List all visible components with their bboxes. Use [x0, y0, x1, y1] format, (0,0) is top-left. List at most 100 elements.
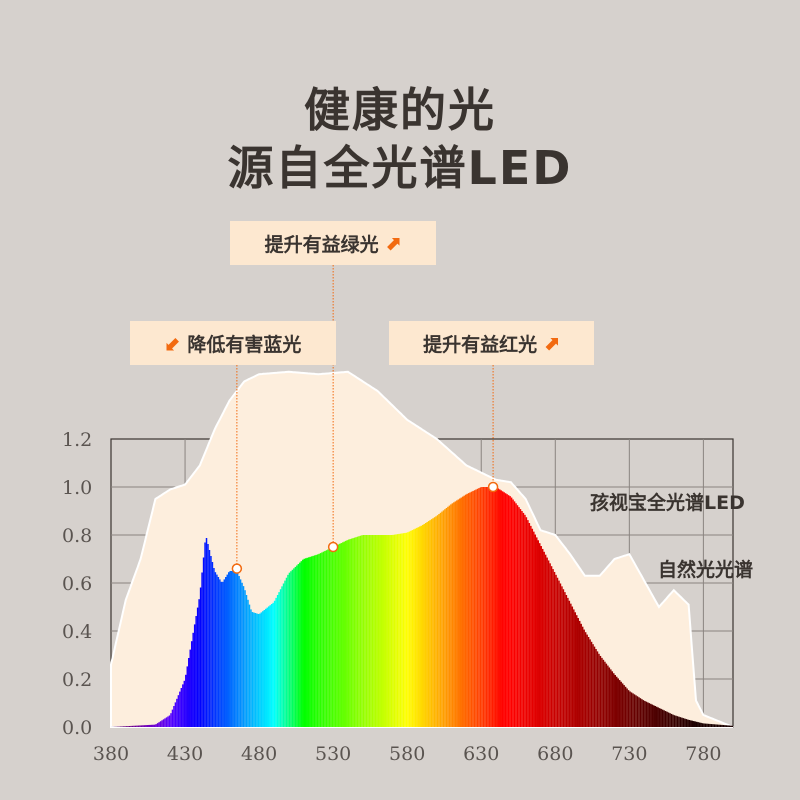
led-spectrum-bar: [128, 726, 131, 727]
led-spectrum-bar: [168, 715, 171, 727]
led-spectrum-bar: [552, 569, 554, 727]
led-spectrum-bar: [352, 538, 354, 727]
led-spectrum-bar: [698, 722, 701, 727]
led-spectrum-bar: [299, 562, 301, 727]
data-marker: [487, 481, 499, 493]
led-spectrum-bar: [333, 546, 335, 727]
led-spectrum-bar: [573, 609, 575, 727]
led-spectrum-bar: [294, 566, 297, 727]
led-spectrum-bar: [516, 505, 519, 727]
led-spectrum-bar: [558, 580, 560, 727]
led-spectrum-bar: [678, 716, 680, 727]
led-spectrum-bar: [288, 572, 291, 727]
led-spectrum-bar: [242, 586, 245, 727]
led-spectrum-bar: [528, 523, 531, 727]
y-tick-label: 0.8: [62, 525, 92, 547]
led-spectrum-bar: [627, 690, 630, 727]
led-spectrum-bar: [641, 699, 643, 727]
led-spectrum-bar: [549, 563, 551, 727]
led-spectrum-bar: [583, 629, 585, 727]
led-spectrum-bar: [716, 724, 719, 727]
led-spectrum-bar: [469, 492, 471, 727]
led-spectrum-bar: [624, 686, 627, 727]
led-spectrum-bar: [327, 549, 329, 727]
callout-label: 提升有益红光: [423, 333, 538, 356]
led-spectrum-bar: [610, 669, 612, 727]
led-spectrum-bar: [608, 667, 611, 727]
led-spectrum-bar: [287, 574, 289, 727]
led-spectrum-bar: [504, 493, 507, 727]
led-spectrum-bar: [225, 577, 227, 727]
led-spectrum-bar: [543, 551, 545, 727]
led-spectrum-bar: [290, 571, 292, 727]
led-spectrum-bar: [165, 717, 168, 727]
led-spectrum-bar: [180, 688, 183, 727]
led-spectrum-bar: [533, 531, 535, 727]
led-spectrum-bar: [658, 708, 661, 727]
led-spectrum-bar: [313, 555, 316, 727]
led-spectrum-bar: [122, 726, 125, 727]
led-spectrum-bar: [644, 700, 646, 727]
led-spectrum-bar: [555, 574, 557, 727]
led-spectrum-bar: [620, 681, 622, 727]
led-spectrum-bar: [262, 611, 264, 727]
led-spectrum-bar: [232, 571, 234, 727]
led-spectrum-bar: [695, 721, 698, 727]
led-spectrum-bar: [485, 487, 488, 727]
led-spectrum-bar: [404, 532, 406, 727]
led-spectrum-bar: [592, 644, 594, 727]
led-spectrum-bar: [358, 536, 360, 727]
led-spectrum-bar: [164, 718, 166, 727]
led-spectrum-bar: [447, 506, 449, 727]
led-spectrum-bar: [518, 507, 520, 727]
y-tick-label: 0.0: [62, 717, 92, 739]
led-spectrum-bar: [712, 724, 714, 727]
led-spectrum-bar: [318, 553, 320, 727]
led-spectrum-bar: [546, 557, 548, 727]
led-spectrum-bar: [349, 539, 351, 727]
led-spectrum-bar: [124, 726, 126, 727]
led-spectrum-bar: [724, 725, 726, 727]
led-spectrum-bar: [125, 726, 128, 727]
led-spectrum-bar: [519, 509, 522, 727]
led-spectrum-bar: [664, 711, 667, 727]
led-spectrum-bar: [621, 683, 624, 727]
led-spectrum-bar: [315, 554, 317, 727]
led-spectrum-bar: [272, 602, 274, 727]
led-spectrum-bar: [667, 712, 670, 727]
led-spectrum-bar: [496, 487, 498, 727]
led-spectrum-bar: [411, 530, 414, 727]
led-spectrum-bar: [642, 700, 645, 727]
callout-label: 提升有益绿光: [264, 233, 379, 256]
led-spectrum-bar: [133, 725, 135, 727]
x-tick-label: 680: [537, 743, 573, 765]
legend-led: 孩视宝全光谱LED: [590, 492, 745, 514]
led-spectrum-bar: [639, 698, 642, 727]
led-spectrum-bar: [275, 597, 277, 727]
led-spectrum-bar: [325, 550, 328, 727]
led-spectrum-bar: [395, 534, 397, 727]
led-spectrum-bar: [499, 489, 501, 727]
led-spectrum-bar: [540, 546, 542, 727]
led-spectrum-bar: [196, 607, 199, 727]
led-spectrum-bar: [632, 693, 634, 727]
led-spectrum-bar: [605, 663, 608, 727]
led-spectrum-bar: [626, 688, 628, 727]
led-spectrum-bar: [691, 720, 694, 727]
led-spectrum-bar: [544, 554, 547, 727]
led-spectrum-bar: [384, 535, 387, 727]
led-spectrum-bar: [599, 655, 602, 727]
led-spectrum-bar: [587, 637, 590, 727]
led-spectrum-bar: [377, 535, 380, 727]
led-spectrum-bar: [368, 535, 371, 727]
callout-green: 提升有益绿光 ⬈: [230, 221, 436, 265]
led-spectrum-bar: [567, 597, 569, 727]
led-spectrum-bar: [331, 547, 334, 727]
led-spectrum-bar: [565, 595, 568, 727]
led-spectrum-bar: [676, 716, 679, 727]
led-spectrum-bar: [355, 537, 357, 727]
led-spectrum-bar: [405, 532, 408, 727]
led-spectrum-bar: [162, 719, 165, 727]
led-spectrum-bar: [414, 528, 417, 727]
